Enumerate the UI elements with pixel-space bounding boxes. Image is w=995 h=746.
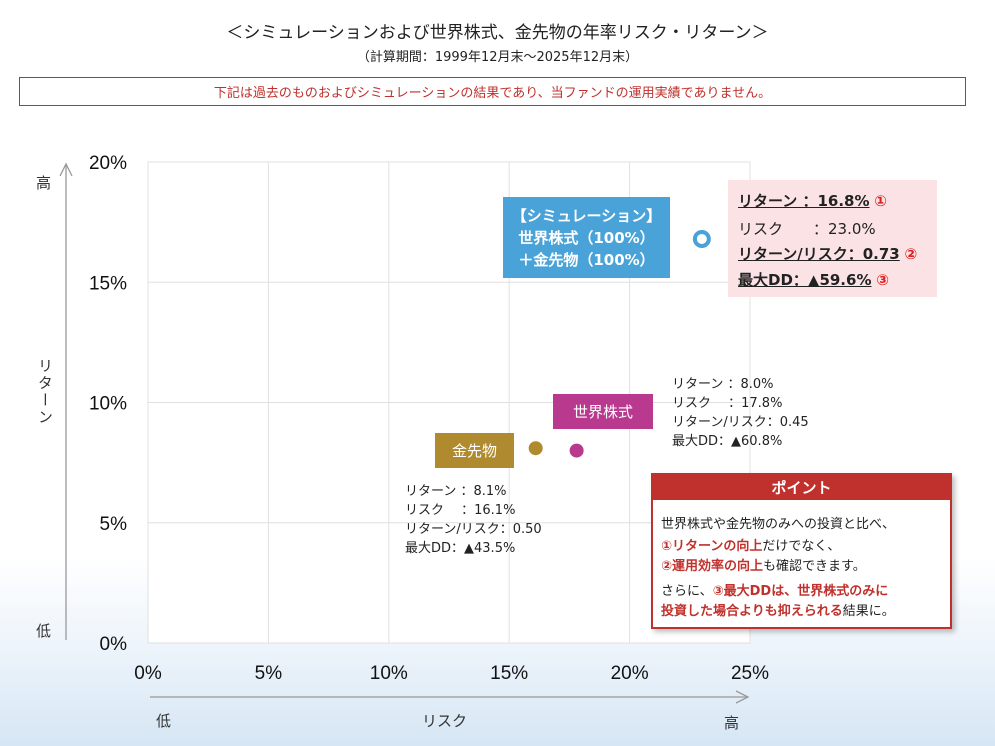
sim-return: リターン ：16.8% [738, 192, 870, 210]
gold-stat-line: リターン/リスク：0.50 [405, 522, 542, 537]
disclaimer-box: 下記は過去のものおよびシミュレーションの結果であり、当ファンドの運用実績でありま… [19, 77, 966, 106]
point-line-1: 世界株式や金先物のみへの投資と比べ、 [661, 517, 896, 532]
world-stocks-tag: 世界株式 [553, 394, 653, 429]
y-tick-label: 5% [100, 514, 128, 535]
world-stat-line: リターン/リスク：0.45 [672, 415, 809, 430]
x-tick-label: 20% [611, 663, 649, 684]
y-axis-arrowhead [59, 162, 73, 177]
gold-stat-line: リスク ：16.1% [405, 503, 516, 518]
data-point-simulation [692, 229, 711, 248]
y-axis-high-label: 高 [36, 174, 52, 192]
x-tick-label: 15% [490, 663, 528, 684]
simulation-tag: 【シミュレーション】 世界株式（100%） ＋金先物（100%） [503, 197, 670, 278]
gold-stat-line: リターン ：8.1% [405, 484, 507, 499]
world-stocks-stats: リターン ：8.0% リスク ：17.8% リターン/リスク：0.45 最大DD：▲6… [672, 375, 809, 451]
sim-max-dd: 最大DD：▲59.6% [738, 271, 872, 289]
x-axis-high-label: 高 [724, 714, 740, 732]
mark-2: ② [904, 245, 918, 263]
x-axis-title: リスク [422, 712, 468, 730]
y-axis-title: リターン [36, 358, 54, 426]
x-tick-label: 5% [255, 663, 283, 684]
gold-stat-line: 最大DD：▲43.5% [405, 541, 516, 556]
world-stat-line: リスク ：17.8% [672, 396, 783, 411]
sim-risk: リスク ：23.0% [738, 220, 876, 238]
disclaimer-text: 下記は過去のものおよびシミュレーションの結果であり、当ファンドの運用実績でありま… [213, 86, 772, 101]
point-line-2-rest: だけでなく、 [762, 539, 841, 554]
x-axis-arrowhead [735, 690, 750, 704]
point-line-5-rest: 結果に。 [842, 604, 895, 619]
point-dd-text: ③最大DDは、世界株式のみに [712, 584, 889, 599]
simulation-tag-line: 【シミュレーション】 [511, 206, 662, 225]
y-axis-low-label: 低 [36, 622, 52, 640]
mark-3: ③ [876, 271, 889, 289]
world-stat-line: 最大DD：▲60.8% [672, 434, 783, 449]
point-dd-text-2: 投資した場合よりも抑えられる [661, 604, 843, 619]
point-efficiency-up: ②運用効率の向上 [661, 559, 764, 574]
point-box: ポイント 世界株式や金先物のみへの投資と比べ、 ①リターンの向上だけでなく、 ②… [651, 473, 952, 629]
x-tick-label: 0% [134, 663, 162, 684]
data-point-world-stocks [569, 443, 584, 458]
simulation-stats-box: リターン ：16.8% ① リスク ：23.0% リターン/リスク：0.73 ②… [728, 180, 937, 297]
simulation-tag-line: ＋金先物（100%） [518, 250, 655, 269]
point-line-4-pre: さらに、 [661, 584, 713, 599]
x-tick-label: 10% [370, 663, 408, 684]
y-tick-label: 10% [89, 394, 127, 415]
page-subtitle: （計算期間：1999年12月末～2025年12月末） [356, 50, 639, 65]
y-tick-label: 20% [89, 153, 127, 174]
mark-1: ① [874, 192, 887, 210]
page-title: ＜シミュレーションおよび世界株式、金先物の年率リスク・リターン＞ [226, 23, 769, 43]
point-return-up: ①リターンの向上 [661, 539, 763, 554]
point-heading: ポイント [653, 475, 950, 500]
world-stat-line: リターン ：8.0% [672, 377, 774, 392]
simulation-tag-line: 世界株式（100%） [518, 228, 655, 247]
x-tick-label: 25% [731, 663, 769, 684]
y-tick-label: 15% [89, 273, 127, 294]
point-line-3-rest: も確認できます。 [763, 559, 866, 574]
x-axis-low-label: 低 [156, 712, 172, 730]
gold-futures-tag: 金先物 [435, 433, 514, 468]
data-point-gold-futures [528, 441, 543, 456]
gold-futures-stats: リターン ：8.1% リスク ：16.1% リターン/リスク：0.50 最大DD：▲4… [405, 482, 542, 558]
sim-ratio: リターン/リスク：0.73 [738, 245, 900, 263]
y-tick-label: 0% [100, 634, 128, 655]
